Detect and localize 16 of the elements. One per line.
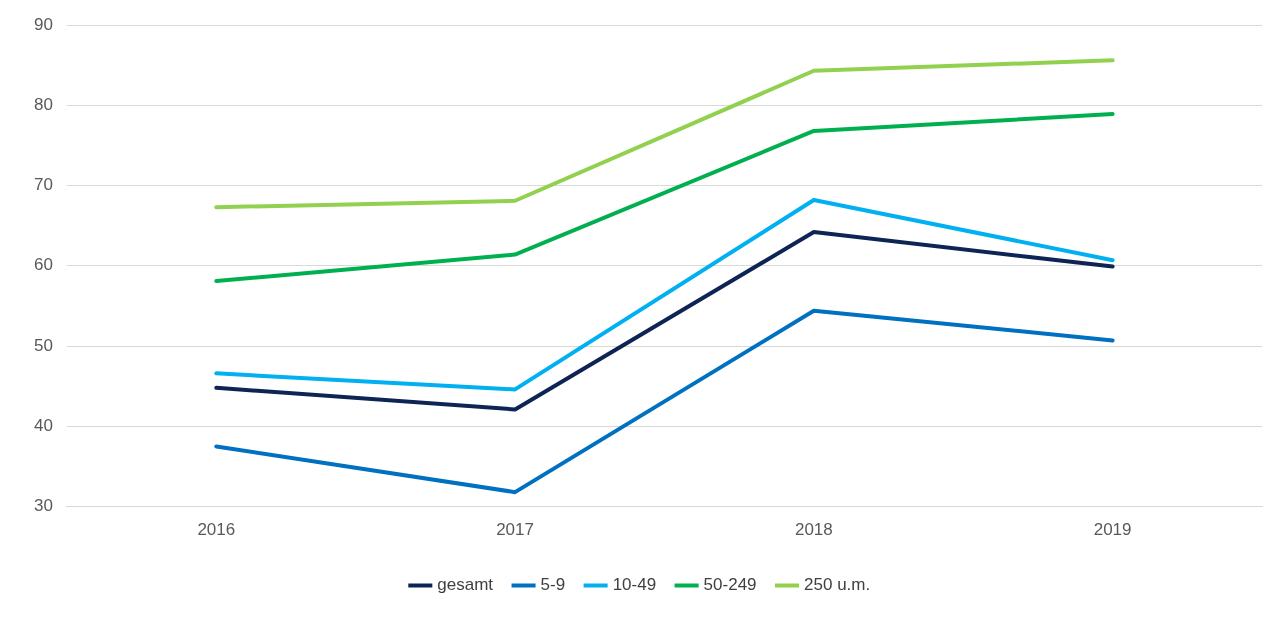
legend-label: 5-9: [540, 575, 566, 595]
x-tick-label: 2016: [197, 520, 236, 540]
y-tick-label: 30: [33, 496, 53, 516]
y-tick-label: 70: [33, 175, 53, 195]
legend-label: 250 u.m.: [804, 575, 871, 595]
x-tick-label: 2019: [1093, 520, 1132, 540]
y-tick-label: 50: [33, 335, 53, 355]
y-tick-label: 80: [33, 94, 53, 114]
legend-label: 50-249: [703, 575, 757, 595]
legend-label: 10-49: [612, 575, 657, 595]
legend-label: gesamt: [437, 575, 494, 595]
x-tick-label: 2018: [794, 520, 833, 540]
y-tick-label: 60: [33, 255, 53, 275]
x-tick-label: 2017: [496, 520, 534, 540]
y-tick-label: 40: [33, 416, 53, 436]
y-tick-label: 90: [33, 14, 53, 34]
